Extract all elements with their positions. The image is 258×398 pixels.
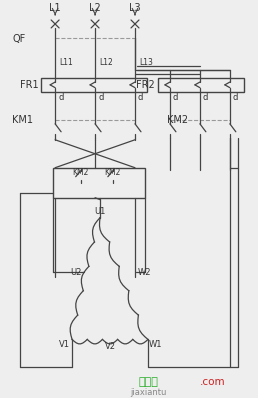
Text: L3: L3	[129, 3, 141, 13]
Text: d: d	[58, 94, 63, 102]
Text: V2: V2	[104, 342, 116, 351]
Bar	[158, 78, 244, 92]
Text: FR2: FR2	[136, 80, 155, 90]
Text: FR1: FR1	[20, 80, 38, 90]
Text: KM1: KM1	[12, 115, 33, 125]
Text: d: d	[203, 94, 208, 102]
Text: d: d	[173, 94, 178, 102]
Text: KM2: KM2	[72, 168, 89, 177]
Text: .com: .com	[200, 377, 225, 387]
Text: d: d	[138, 94, 143, 102]
Text: d: d	[98, 94, 103, 102]
Text: L2: L2	[89, 3, 101, 13]
Text: QF: QF	[12, 34, 26, 44]
Bar	[41, 78, 147, 92]
Text: U1: U1	[94, 207, 106, 216]
Text: W2: W2	[137, 268, 151, 277]
Text: V1: V1	[59, 340, 70, 349]
Text: L1: L1	[49, 3, 61, 13]
Text: jiaxiantu: jiaxiantu	[130, 388, 166, 397]
Bar	[53, 168, 145, 198]
Text: U2: U2	[70, 268, 82, 277]
Text: KM2: KM2	[105, 168, 121, 177]
Text: L11: L11	[59, 59, 73, 67]
Text: KM2: KM2	[167, 115, 188, 125]
Text: 接线图: 接线图	[138, 377, 158, 387]
Text: L13: L13	[139, 59, 153, 67]
Text: d: d	[233, 94, 238, 102]
Text: W1: W1	[149, 340, 163, 349]
Text: L12: L12	[99, 59, 113, 67]
